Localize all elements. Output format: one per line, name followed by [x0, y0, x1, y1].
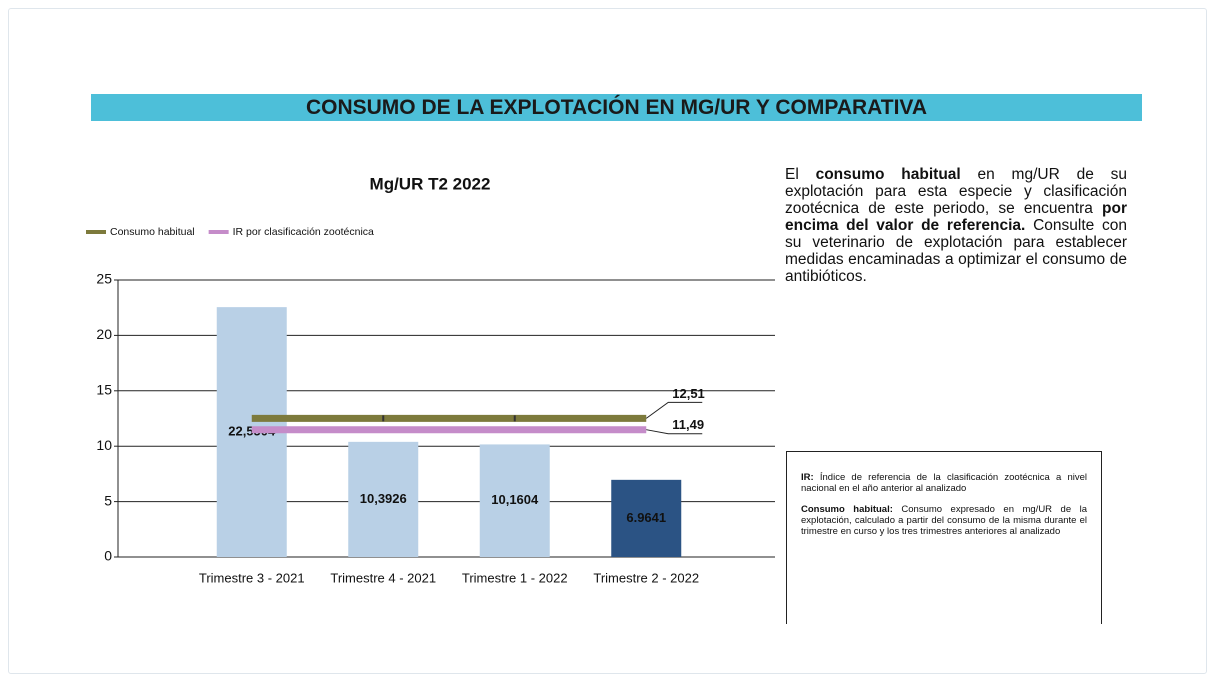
bar: [479, 444, 550, 557]
y-tick-label: 15: [96, 382, 112, 398]
x-tick-label: Trimestre 3 - 2021: [199, 570, 305, 585]
note: Consumo habitual: Consumo expresado en m…: [801, 504, 1087, 537]
legend-label: IR por clasificación zootécnica: [233, 226, 374, 238]
bar: [611, 479, 682, 557]
y-tick-label: 25: [96, 271, 112, 287]
description-text: El: [785, 166, 816, 183]
description-text: en mg/UR de su explotación para esta esp…: [785, 166, 1128, 217]
bar-label: 10,1604: [491, 492, 539, 507]
notes-box: IR: Índice de referencia de la clasifica…: [786, 451, 1102, 624]
description-text: por encima del valor de referencia.: [785, 200, 1127, 234]
note-term: IR:: [801, 472, 814, 483]
y-tick-label: 5: [104, 492, 112, 508]
line-label: 11,49: [672, 417, 704, 432]
note-text: Consumo expresado en mg/UR de la explota…: [801, 504, 1087, 537]
y-tick-label: 10: [96, 437, 112, 453]
note-text: Índice de referencia de la clasificación…: [801, 472, 1087, 494]
note-term: Consumo habitual:: [801, 504, 893, 515]
bar-label: 6.9641: [626, 510, 666, 525]
label-leader: [645, 401, 703, 419]
x-tick-label: Trimestre 1 - 2022: [462, 570, 568, 585]
section-title: CONSUMO DE LA EXPLOTACIÓN EN MG/UR Y COM…: [91, 94, 1142, 121]
legend-label: Consumo habitual: [110, 226, 195, 238]
line-label: 12,51: [672, 386, 705, 401]
label-leader: [646, 429, 703, 435]
chart-title: Mg/UR T2 2022: [370, 174, 491, 193]
x-tick-label: Trimestre 4 - 2021: [330, 570, 436, 585]
y-tick-label: 0: [104, 548, 112, 564]
description-text: Consulte con su veterinario de explotaci…: [785, 217, 1127, 285]
x-tick-label: Trimestre 2 - 2022: [593, 570, 699, 585]
description: El consumo habitual en mg/UR de su explo…: [785, 166, 1127, 285]
page: CONSUMO DE LA EXPLOTACIÓN EN MG/UR Y COM…: [8, 8, 1207, 674]
bar-label: 10,3926: [360, 491, 407, 506]
description-text: consumo habitual: [815, 166, 961, 183]
note: IR: Índice de referencia de la clasifica…: [801, 472, 1087, 494]
y-tick-label: 20: [96, 326, 112, 342]
bar: [348, 441, 419, 557]
